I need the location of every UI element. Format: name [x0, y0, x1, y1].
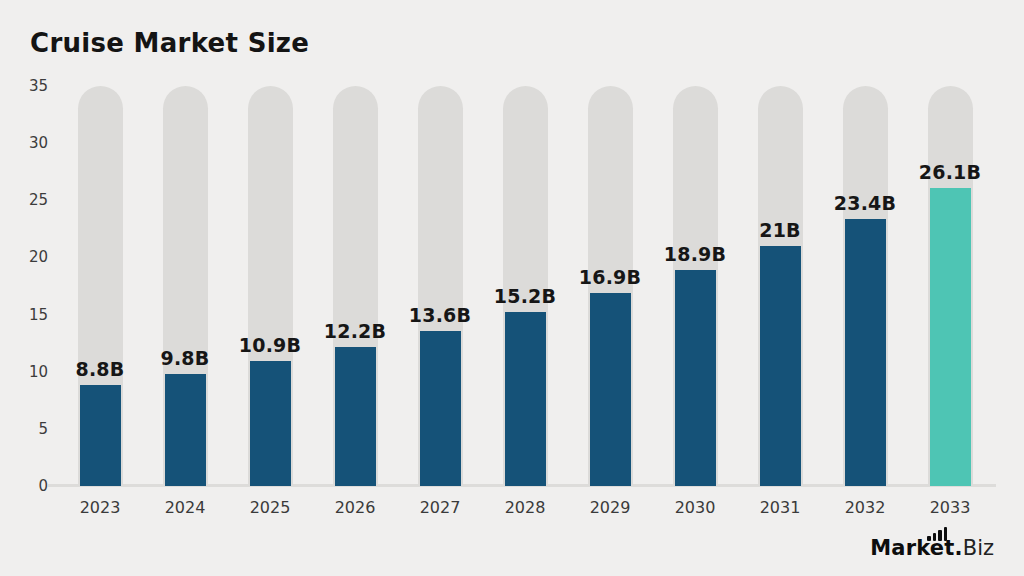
bar-value-label: 26.1B	[895, 161, 1005, 183]
x-axis-tick-label: 2031	[735, 498, 825, 517]
bar-2027	[420, 331, 461, 486]
bar-2033	[930, 188, 971, 486]
logo-text-bold: Market.	[870, 536, 963, 560]
bar-value-label: 18.9B	[640, 243, 750, 265]
bar-2026	[335, 347, 376, 486]
mini-bar-chart-icon	[927, 527, 947, 541]
x-axis-tick-label: 2025	[225, 498, 315, 517]
x-axis-tick-label: 2030	[650, 498, 740, 517]
x-axis-tick-label: 2027	[395, 498, 485, 517]
chart-title: Cruise Market Size	[30, 28, 309, 58]
x-axis-tick-label: 2028	[480, 498, 570, 517]
brand-logo: Market.Biz	[870, 536, 994, 560]
y-axis-tick-label: 35	[8, 77, 48, 95]
y-axis-tick-label: 25	[8, 191, 48, 209]
y-axis-tick-label: 0	[8, 477, 48, 495]
bar-value-label: 23.4B	[810, 192, 920, 214]
bar-2024	[165, 374, 206, 486]
bar-value-label: 15.2B	[470, 285, 580, 307]
bar-value-label: 16.9B	[555, 266, 665, 288]
bar-value-label: 21B	[725, 219, 835, 241]
x-axis-tick-label: 2026	[310, 498, 400, 517]
bar-2031	[760, 246, 801, 486]
y-axis-tick-label: 5	[8, 420, 48, 438]
y-axis-tick-label: 10	[8, 363, 48, 381]
x-axis-tick-label: 2023	[55, 498, 145, 517]
x-axis-tick-label: 2032	[820, 498, 910, 517]
y-axis-tick-label: 15	[8, 306, 48, 324]
bar-2029	[590, 293, 631, 486]
bar-2025	[250, 361, 291, 486]
logo-text-light: Biz	[963, 536, 994, 560]
x-axis-tick-label: 2024	[140, 498, 230, 517]
bar-2032	[845, 219, 886, 486]
x-axis-tick-label: 2033	[905, 498, 995, 517]
x-axis-tick-label: 2029	[565, 498, 655, 517]
bar-2030	[675, 270, 716, 486]
bar-2023	[80, 385, 121, 486]
bar-2028	[505, 312, 546, 486]
y-axis-tick-label: 30	[8, 134, 48, 152]
y-axis-tick-label: 20	[8, 248, 48, 266]
chart-canvas: Cruise Market Size 05101520253035 8.8B20…	[0, 0, 1024, 576]
